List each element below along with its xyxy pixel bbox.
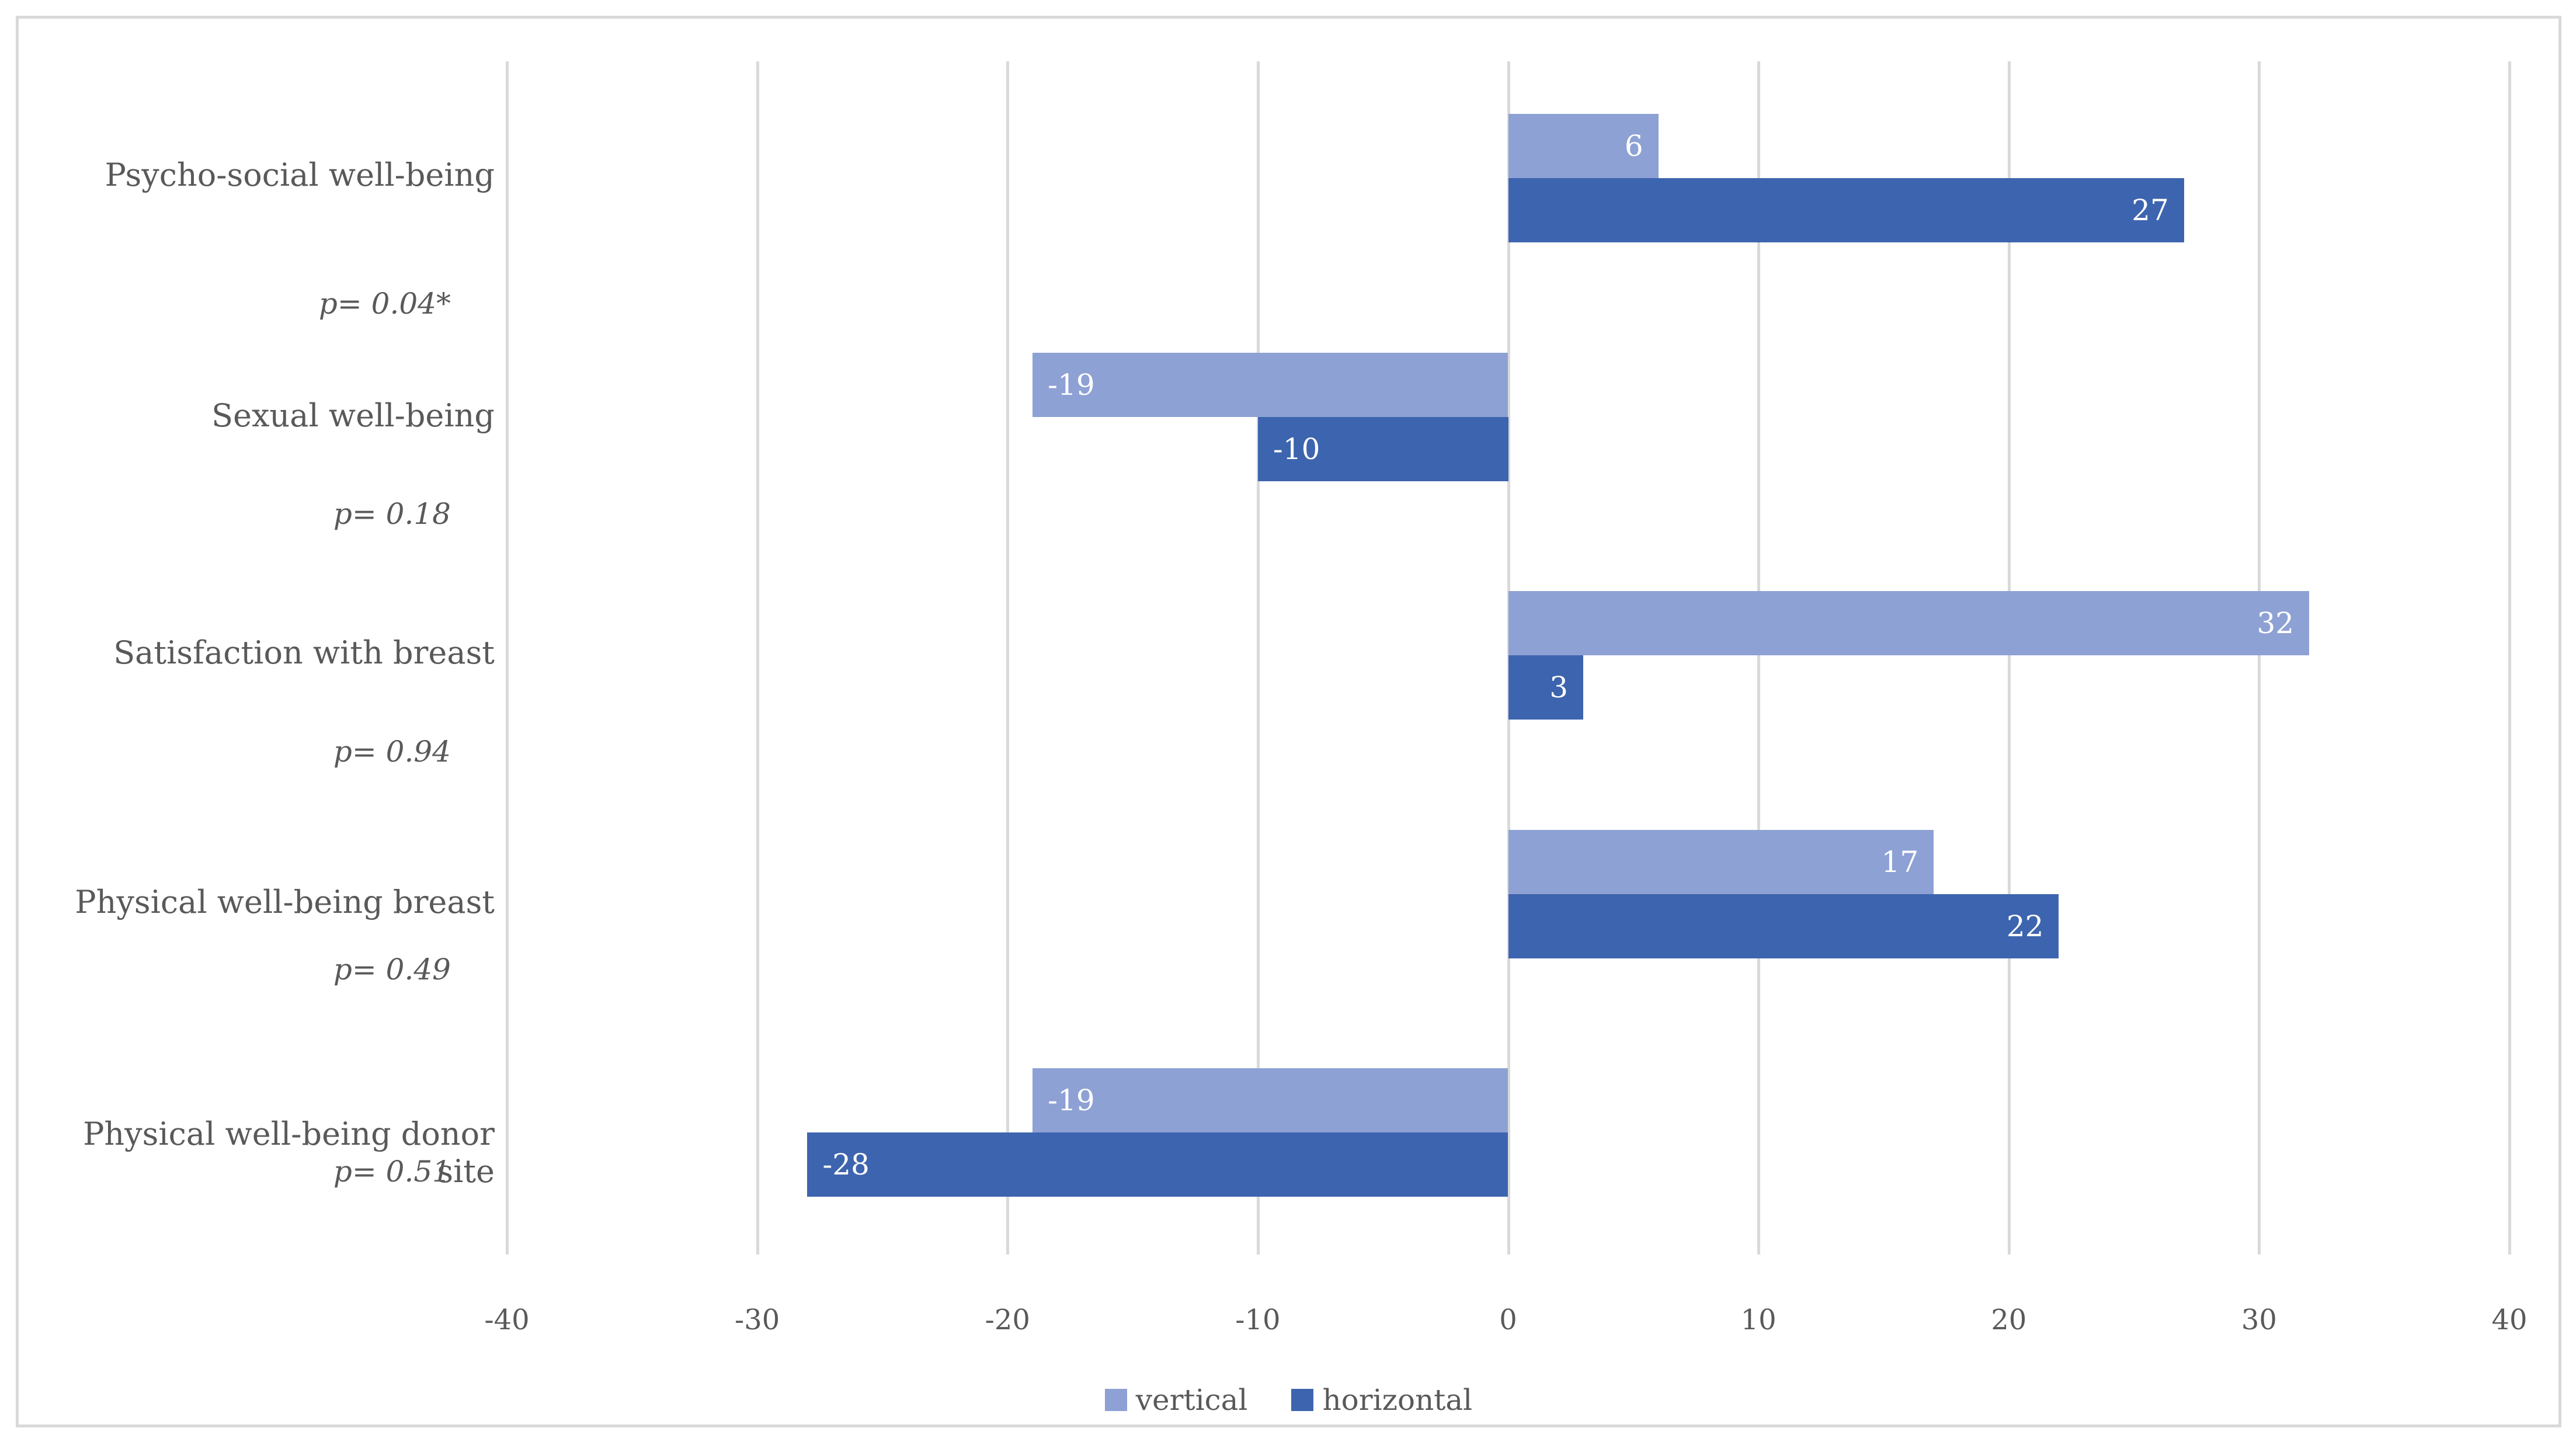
bar-vertical: 6 [1508,114,1659,178]
bar-horizontal: 3 [1508,655,1584,720]
x-tick-label: -30 [734,1304,780,1336]
bar-value-label: 27 [2132,193,2169,227]
gridline [2258,61,2261,1255]
bar-vertical: 32 [1508,591,2310,656]
category-label: Sexual well-being [211,397,495,434]
legend-entry-vertical: vertical [1104,1383,1248,1417]
category-label: Satisfaction with breast [113,634,495,671]
gridline [756,61,759,1255]
category-label: Psycho-social well-being [105,157,495,193]
x-tick-label: 40 [2491,1304,2528,1336]
bar-value-label: 22 [2006,909,2044,943]
bar-horizontal: -10 [1257,416,1508,481]
gridline [1757,61,1761,1255]
bar-value-label: -28 [822,1148,870,1182]
bar-value-label: 6 [1624,129,1643,163]
p-value-label: p= 0.49 [333,953,451,986]
bar-value-label: 17 [1881,845,1919,879]
bar-value-label: 3 [1549,670,1569,705]
bar-value-label: -10 [1273,432,1320,466]
p-value-label: p= 0.04* [318,287,451,321]
gridline [2508,61,2511,1255]
bar-value-label: -19 [1048,1083,1095,1118]
p-value-label: p= 0.94 [333,735,451,769]
legend-label: horizontal [1322,1383,1473,1417]
x-tick-label: 0 [1499,1304,1517,1336]
gridline [506,61,509,1255]
bar-value-label: -19 [1048,367,1095,402]
legend-swatch-icon [1104,1389,1127,1411]
x-tick-label: -40 [484,1304,530,1336]
x-tick-label: -20 [985,1304,1030,1336]
x-tick-label: 30 [2241,1304,2277,1336]
bar-vertical: 17 [1508,829,1934,894]
bar-horizontal: -28 [807,1132,1508,1197]
legend-swatch-icon [1291,1389,1314,1411]
legend-label: vertical [1135,1383,1248,1417]
bar-horizontal: 27 [1508,178,2184,242]
bar-horizontal: 22 [1508,894,2059,958]
bar-value-label: 32 [2257,606,2295,641]
chart-legend: vertical horizontal [19,1383,2558,1417]
gridline [2007,61,2011,1255]
x-tick-label: 20 [1991,1304,2027,1336]
p-value-label: p= 0.51 [333,1155,451,1189]
gridline [1256,61,1260,1255]
bar-vertical: -19 [1033,352,1508,417]
category-label: Physical well-being breast [75,884,495,920]
x-tick-label: -10 [1235,1304,1281,1336]
p-value-label: p= 0.18 [333,497,451,531]
gridline [1006,61,1010,1255]
x-tick-label: 10 [1740,1304,1777,1336]
bar-vertical: -19 [1033,1068,1508,1133]
chart-figure: vertical horizontal -40 -30 -20 -10 0 10 20 30 40… [16,16,2561,1427]
category-label: Physical well-being donor site [83,1116,495,1190]
legend-entry-horizontal: horizontal [1291,1383,1472,1417]
